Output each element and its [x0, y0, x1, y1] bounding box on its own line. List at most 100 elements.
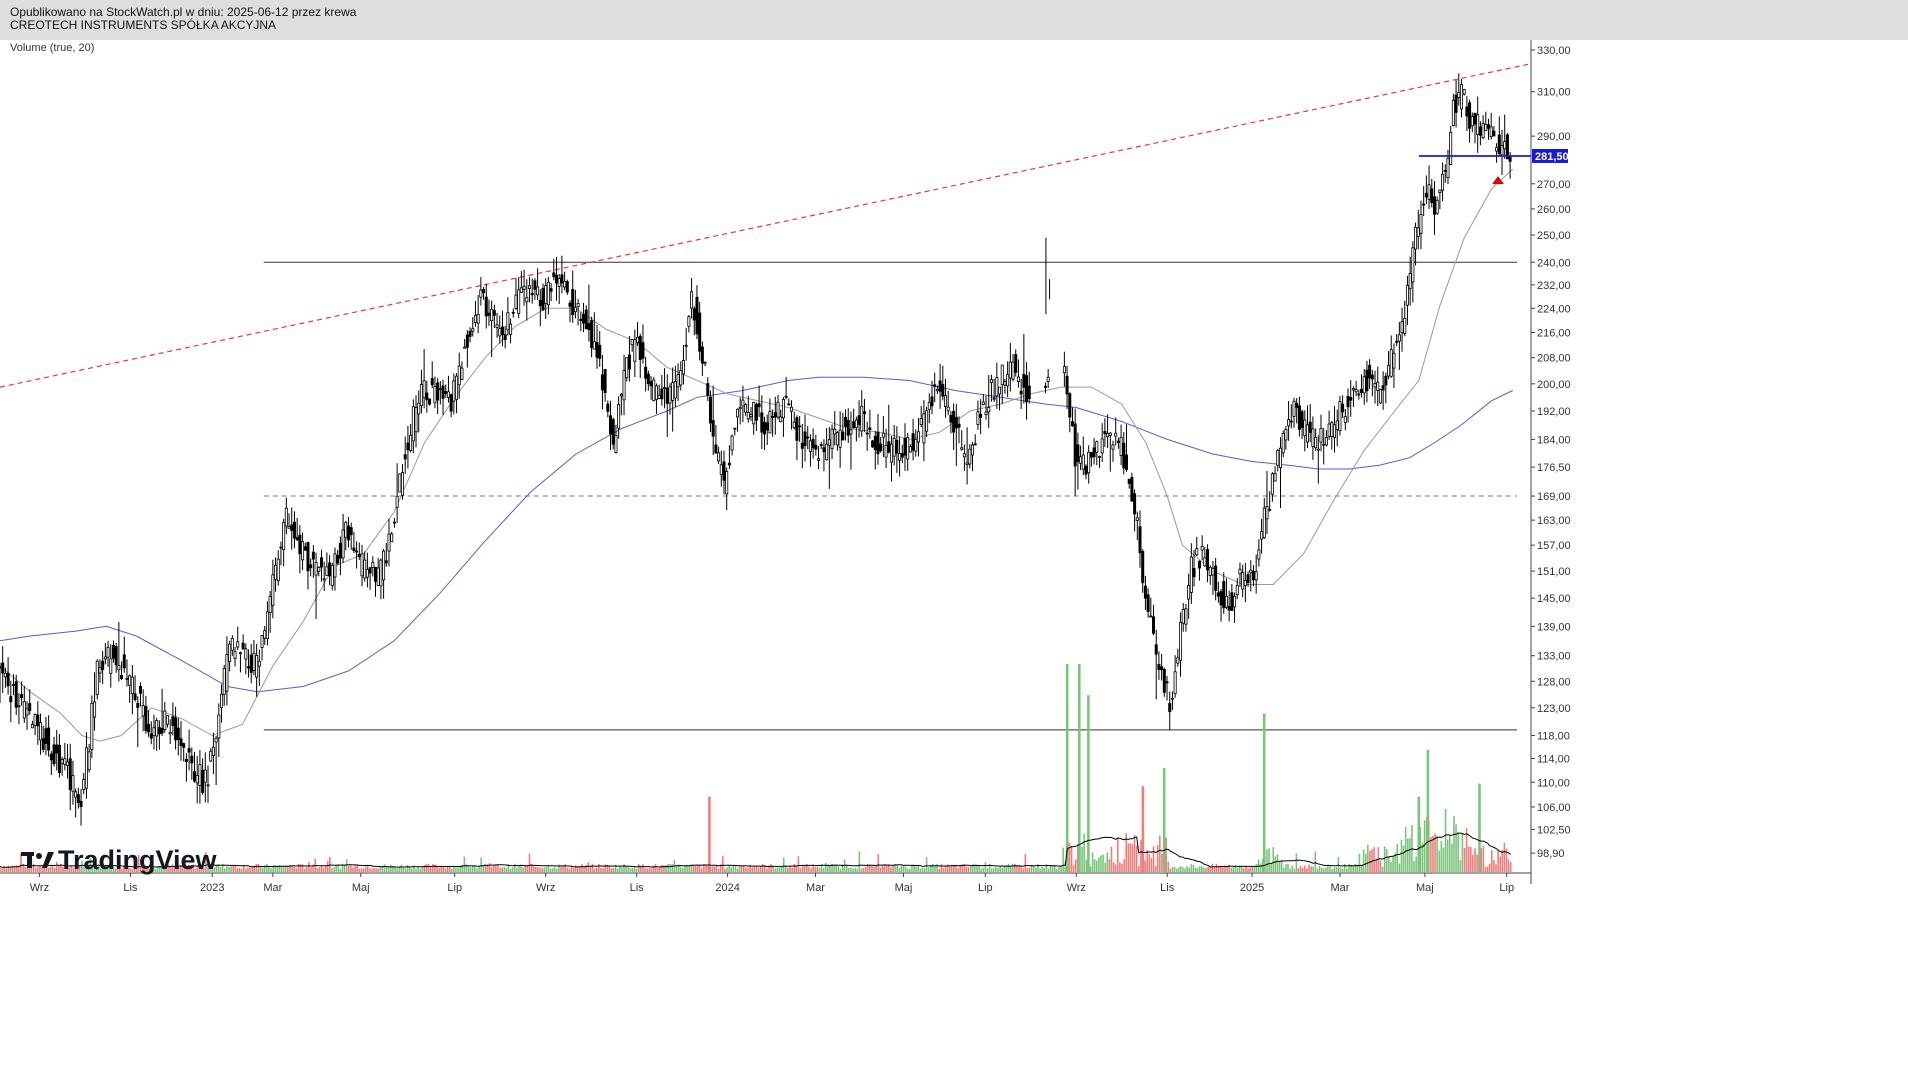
volume-bar: [135, 868, 138, 872]
candle-body: [1306, 424, 1310, 443]
volume-bar: [295, 868, 298, 872]
volume-bar: [944, 866, 947, 872]
candle-body: [1287, 419, 1291, 427]
candle-body: [1265, 506, 1269, 520]
candle-body: [741, 399, 745, 407]
volume-bar: [268, 867, 270, 872]
y-tick-label: 290,00: [1537, 131, 1571, 143]
volume-bar: [1306, 868, 1308, 872]
candle-body: [568, 302, 572, 307]
volume-bar: [577, 867, 579, 872]
candle-body: [779, 416, 783, 423]
volume-bar: [736, 868, 739, 872]
price-chart[interactable]: 281,50 330,00 310,00 290,00 270,00 260,00 250…: [0, 40, 1908, 1084]
volume-bar: [1016, 865, 1018, 872]
candle-body: [1133, 493, 1137, 515]
volume-bar: [387, 866, 390, 872]
volume-bar: [1373, 847, 1375, 872]
candle-body: [255, 655, 259, 678]
candle-body: [973, 443, 977, 446]
volume-bar: [606, 864, 609, 872]
candle-body: [838, 429, 842, 448]
candle-body: [279, 546, 283, 549]
volume-bar: [270, 868, 272, 872]
candle-body: [1395, 340, 1399, 343]
candle-body: [636, 336, 640, 343]
volume-bar: [1476, 854, 1478, 872]
volume-bar: [3, 866, 6, 872]
volume-bar: [179, 865, 182, 872]
volume-bar: [432, 864, 434, 872]
volume-bar: [604, 864, 606, 872]
volume-bar: [186, 865, 188, 872]
volume-bar: [1077, 844, 1079, 872]
volume-bar: [104, 868, 106, 872]
candle-body: [998, 386, 1002, 395]
last-price-badge: [1532, 148, 1568, 163]
volume-bar: [589, 865, 592, 872]
candle-body: [319, 557, 323, 568]
volume-bar: [326, 860, 329, 872]
volume-bar: [1364, 853, 1367, 872]
candle-body: [541, 288, 545, 311]
y-tick-label: 169,00: [1537, 491, 1571, 503]
candle-body: [284, 507, 288, 527]
candle-body: [1143, 585, 1147, 599]
volume-bar: [520, 864, 522, 872]
volume-bar: [381, 866, 384, 872]
volume-bar: [963, 864, 966, 872]
volume-bar: [942, 868, 945, 872]
volume-bar: [873, 866, 875, 872]
candle-body: [274, 564, 278, 580]
horizontal-levels: [263, 261, 1517, 731]
candle-body: [1333, 424, 1337, 438]
candle-body: [1262, 507, 1266, 538]
candle-body: [357, 553, 361, 557]
volume-bar: [568, 868, 571, 872]
candle-body: [571, 289, 575, 316]
volume-bar: [850, 867, 852, 872]
candle-body: [916, 431, 920, 443]
candle-body: [814, 444, 818, 450]
candle-body: [892, 437, 896, 457]
volume-bar: [866, 864, 869, 872]
tradingview-logo[interactable]: TradingView: [21, 845, 218, 875]
volume-bar: [633, 867, 636, 872]
candle-body: [665, 387, 669, 404]
candle-body: [1405, 284, 1409, 306]
candle-body: [627, 354, 631, 370]
candle-body: [1154, 644, 1158, 655]
volume-bar: [1129, 843, 1132, 872]
volume-bar: [543, 867, 545, 872]
volume-indicator-label[interactable]: Volume (true, 20): [10, 42, 94, 54]
volume-bar: [797, 856, 800, 872]
volume-bar: [390, 864, 392, 872]
candle-body: [384, 560, 388, 564]
candle-body: [55, 744, 59, 754]
candle-body: [287, 526, 291, 529]
volume-bar: [1093, 859, 1096, 872]
candle-body: [989, 379, 993, 383]
candle-body: [798, 425, 802, 428]
y-tick-label: 216,00: [1537, 328, 1571, 340]
volume-bar: [896, 865, 898, 872]
candle-body: [927, 401, 931, 410]
volume-bar: [1392, 855, 1394, 872]
volume-bar: [28, 866, 31, 872]
volume-bar: [940, 864, 943, 872]
candle-body: [1303, 419, 1307, 437]
volume-bar: [312, 864, 314, 872]
x-tick-label: Lis: [1160, 882, 1175, 894]
volume-bar: [688, 865, 690, 872]
candle-body: [344, 522, 348, 538]
candle-body: [76, 794, 80, 803]
candle-body: [544, 285, 548, 304]
candle-body: [98, 667, 102, 674]
volume-bar: [463, 856, 466, 872]
volume-bar: [106, 865, 108, 872]
volume-bars: [0, 664, 1512, 872]
candle-body: [1046, 376, 1050, 382]
volume-bar: [1434, 833, 1436, 872]
volume-bar: [1268, 848, 1270, 872]
candle-body: [503, 334, 507, 341]
